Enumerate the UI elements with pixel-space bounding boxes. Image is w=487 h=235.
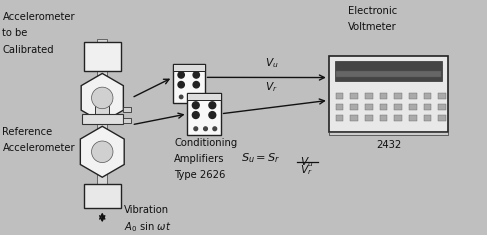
Circle shape xyxy=(178,82,184,88)
Bar xyxy=(95,106,109,115)
Text: $S_u = S_r$: $S_u = S_r$ xyxy=(241,151,281,164)
Circle shape xyxy=(178,72,184,78)
Polygon shape xyxy=(80,126,124,177)
Text: Accelerometer: Accelerometer xyxy=(2,12,75,22)
Circle shape xyxy=(188,95,192,99)
Bar xyxy=(424,115,431,121)
Bar xyxy=(187,93,221,100)
Text: $V_u$: $V_u$ xyxy=(300,155,314,168)
Text: Accelerometer: Accelerometer xyxy=(2,143,75,153)
Bar xyxy=(409,115,417,121)
Bar xyxy=(438,93,446,99)
Circle shape xyxy=(92,87,113,109)
Bar xyxy=(336,115,343,121)
Bar xyxy=(438,115,446,121)
Bar xyxy=(438,104,446,110)
Bar xyxy=(394,115,402,121)
Bar xyxy=(123,107,131,112)
Bar xyxy=(365,93,373,99)
Bar xyxy=(84,184,121,208)
Bar xyxy=(335,61,442,81)
Bar xyxy=(329,56,448,132)
Circle shape xyxy=(209,112,216,118)
Circle shape xyxy=(209,102,216,109)
Bar xyxy=(424,104,431,110)
Text: $V_r$: $V_r$ xyxy=(300,163,313,177)
Bar xyxy=(123,118,131,123)
Bar xyxy=(336,71,441,77)
Text: $V_r$: $V_r$ xyxy=(265,80,278,94)
Circle shape xyxy=(193,72,200,78)
Circle shape xyxy=(92,141,113,163)
Bar xyxy=(336,104,343,110)
Bar xyxy=(173,64,205,103)
Circle shape xyxy=(194,127,198,131)
Bar xyxy=(329,132,448,135)
Text: Reference: Reference xyxy=(2,127,53,137)
Bar xyxy=(409,104,417,110)
Bar xyxy=(97,39,107,208)
Bar xyxy=(350,104,358,110)
Polygon shape xyxy=(81,73,123,122)
Circle shape xyxy=(213,127,217,131)
Text: Voltmeter: Voltmeter xyxy=(348,22,397,32)
Text: 2432: 2432 xyxy=(376,140,401,149)
Bar xyxy=(379,115,387,121)
Text: to be: to be xyxy=(2,28,28,38)
Bar xyxy=(173,64,205,70)
Bar xyxy=(424,93,431,99)
Text: Type 2626: Type 2626 xyxy=(174,170,225,180)
Bar xyxy=(379,104,387,110)
Bar xyxy=(394,104,402,110)
Text: Conditioning: Conditioning xyxy=(174,138,238,148)
Bar xyxy=(350,115,358,121)
Circle shape xyxy=(204,127,207,131)
Bar xyxy=(350,93,358,99)
Bar xyxy=(187,93,221,135)
Circle shape xyxy=(179,95,183,99)
Bar xyxy=(409,93,417,99)
Text: Vibration: Vibration xyxy=(124,205,169,215)
Text: Calibrated: Calibrated xyxy=(2,45,54,55)
Circle shape xyxy=(193,82,200,88)
Circle shape xyxy=(192,102,199,109)
Bar xyxy=(365,104,373,110)
Text: $A_0$ sin $\omega t$: $A_0$ sin $\omega t$ xyxy=(124,220,171,234)
Bar xyxy=(365,115,373,121)
Text: Electronic: Electronic xyxy=(348,6,397,16)
Bar xyxy=(379,93,387,99)
Bar xyxy=(84,42,121,71)
Circle shape xyxy=(192,112,199,118)
Bar xyxy=(394,93,402,99)
Bar xyxy=(336,93,343,99)
Text: Amplifiers: Amplifiers xyxy=(174,154,225,164)
Bar xyxy=(82,114,123,124)
Text: $V_u$: $V_u$ xyxy=(265,56,279,70)
Circle shape xyxy=(197,95,201,99)
